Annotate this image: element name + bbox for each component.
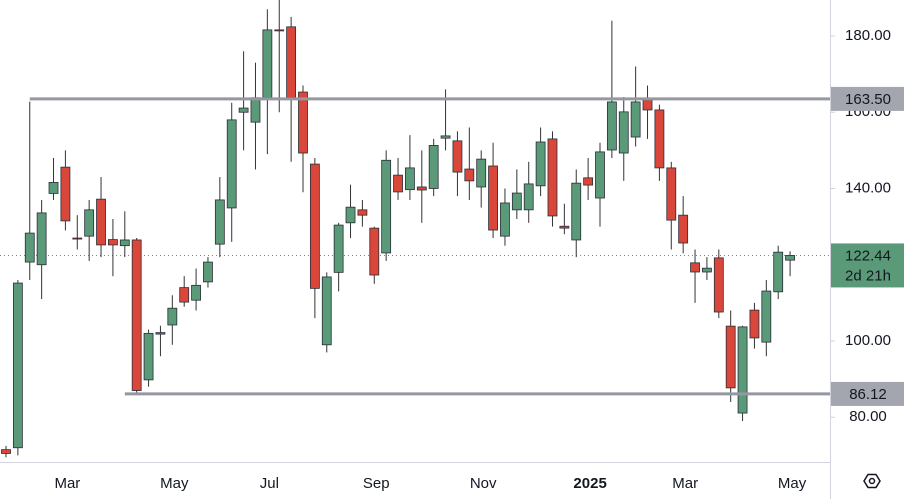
candle-body xyxy=(286,26,297,99)
candle-body xyxy=(12,282,23,449)
candle-body xyxy=(464,168,475,182)
candle-body xyxy=(321,276,332,346)
candle-body xyxy=(309,163,320,289)
candle-body xyxy=(642,99,653,111)
settings-icon-dot xyxy=(868,477,876,485)
candle-body xyxy=(583,177,594,186)
candle-body xyxy=(500,202,510,237)
candle-body xyxy=(785,255,795,261)
candle-body xyxy=(357,209,368,216)
last-price-label: 122.44 xyxy=(845,247,891,264)
candle-body xyxy=(666,167,677,221)
level-label-box xyxy=(831,86,904,111)
settings-icon[interactable] xyxy=(863,473,881,489)
y-tick-label: 180.00 xyxy=(845,27,891,44)
x-tick-label: 2025 xyxy=(573,475,606,492)
candle-body xyxy=(96,198,106,246)
y-tick-label: 140.00 xyxy=(845,179,891,196)
candle-body xyxy=(84,209,95,237)
candle-body xyxy=(737,326,748,414)
candle-body xyxy=(143,332,154,381)
level-label: 163.50 xyxy=(845,91,891,108)
candle-body xyxy=(547,138,558,217)
candle-body xyxy=(191,284,201,301)
candle-body xyxy=(274,29,285,32)
x-tick-label: May xyxy=(160,475,189,492)
candle-body xyxy=(298,91,308,154)
candle-body xyxy=(618,111,629,154)
last-price-box xyxy=(831,243,904,288)
y-tick-label: 100.00 xyxy=(845,332,891,349)
candle-body xyxy=(345,206,356,224)
candle-body xyxy=(428,145,439,189)
candle-body xyxy=(690,262,700,273)
candle-body xyxy=(416,186,427,191)
candle-body xyxy=(24,232,35,263)
countdown-label: 2d 21h xyxy=(845,267,891,284)
candle-body xyxy=(725,325,736,389)
candle-body xyxy=(262,29,273,99)
x-tick-label: Sep xyxy=(363,475,390,492)
settings-button[interactable] xyxy=(863,473,881,489)
candle-body xyxy=(606,101,617,151)
x-tick-label: Jul xyxy=(260,475,279,492)
candle-body xyxy=(571,182,582,241)
candle-body xyxy=(203,261,213,283)
y-tick-label: 80.00 xyxy=(849,408,887,425)
candle-body xyxy=(535,141,546,187)
candle-body xyxy=(678,214,689,244)
candle-body xyxy=(749,309,760,339)
candle-body xyxy=(1,449,11,454)
level-label-box xyxy=(831,381,904,406)
level-label: 86.12 xyxy=(849,386,887,403)
candle-body xyxy=(405,167,415,191)
x-tick-label: Mar xyxy=(54,475,80,492)
candle-body xyxy=(48,181,59,194)
candle-body xyxy=(167,307,178,326)
candle-body xyxy=(452,140,463,173)
x-tick-label: Mar xyxy=(672,475,698,492)
candle-body xyxy=(559,225,570,229)
candle-body xyxy=(630,101,641,138)
candle-body xyxy=(476,158,487,188)
candle-body xyxy=(214,199,225,245)
candle-body xyxy=(72,237,83,240)
candle-body xyxy=(108,239,118,246)
candle-body xyxy=(250,97,261,123)
candle-body xyxy=(713,257,724,313)
candle-body xyxy=(702,267,712,273)
candle-body xyxy=(131,239,142,391)
candle-body xyxy=(119,239,130,247)
candle-body xyxy=(773,251,784,293)
candle-body xyxy=(238,107,249,113)
candle-body xyxy=(654,109,665,169)
candle-body xyxy=(155,332,166,335)
candle-body xyxy=(511,192,522,211)
candle-body xyxy=(595,151,605,199)
candle-body xyxy=(440,135,451,139)
candle-body xyxy=(226,119,237,209)
candle-body xyxy=(36,212,47,266)
candle-body xyxy=(369,227,380,276)
candle-body xyxy=(488,165,498,231)
candle-body xyxy=(333,224,344,273)
candle-body xyxy=(523,183,534,211)
x-tick-label: May xyxy=(778,475,807,492)
candle-body xyxy=(393,174,403,193)
candle-body xyxy=(761,290,772,343)
x-tick-label: Nov xyxy=(470,475,497,492)
candle-body xyxy=(60,166,71,222)
candle-body xyxy=(179,287,190,303)
candle-body xyxy=(381,159,392,254)
